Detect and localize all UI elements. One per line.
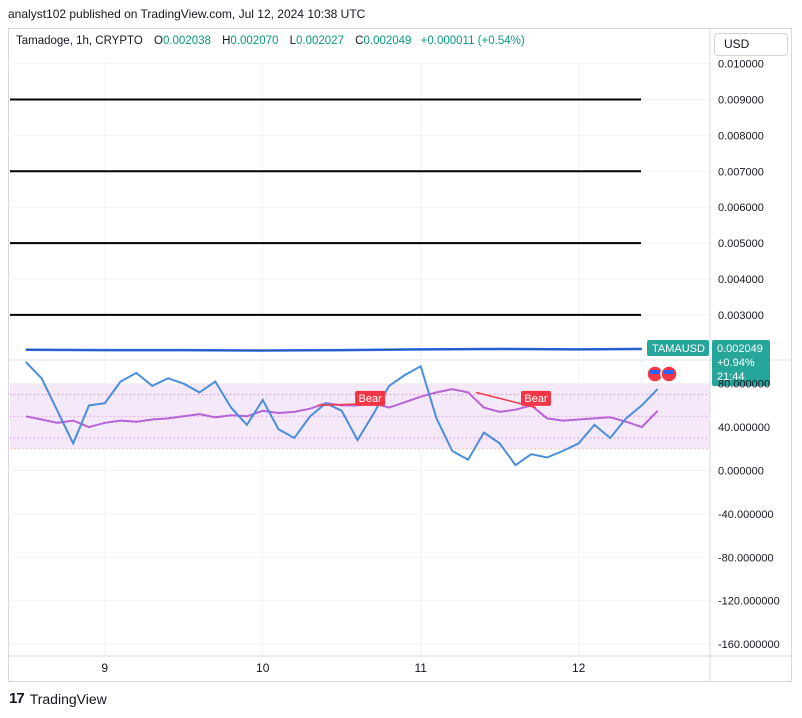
bear-label: Bear	[359, 393, 383, 405]
open-label: O	[153, 35, 163, 47]
tradingview-mark-icon: 17	[9, 690, 25, 707]
indicator-tick-label: 80.000000	[718, 379, 770, 391]
tradingview-logo[interactable]: 17 TradingView	[9, 690, 107, 707]
close-value: 0.002049	[363, 35, 412, 47]
bear-label: Bear	[524, 393, 548, 405]
low-value: 0.002027	[296, 35, 344, 47]
price-tick-label: 0.003000	[718, 310, 764, 322]
price-badge	[712, 340, 770, 387]
change-value: +0.000011 (+0.54%)	[420, 35, 525, 47]
low-label: L	[289, 35, 296, 47]
open-value: 0.002038	[162, 35, 211, 47]
price-tick-label: 0.008000	[718, 130, 764, 142]
publisher-text: analyst102 published on TradingView.com,…	[8, 7, 366, 21]
flag-canton-icon	[650, 370, 660, 375]
indicator-tick-label: -40.000000	[718, 509, 774, 521]
rsi-line	[25, 388, 659, 429]
price-badge-value: 0.002049	[717, 343, 763, 355]
time-tick-label: 12	[572, 661, 586, 675]
close-label: C	[355, 35, 364, 47]
price-tick-label: 0.005000	[718, 238, 764, 250]
symbol-legend: Tamadoge, 1h, CRYPTO O0.002038 H0.002070…	[16, 35, 525, 47]
price-badge-time: 21:44	[717, 371, 745, 383]
time-axis: 9 10 11 12	[8, 655, 792, 675]
price-axis: 0.010000 0.009000 0.008000 0.007000 0.006000…	[647, 28, 780, 682]
high-label: H	[222, 35, 231, 47]
indicator-tick-label: 40.000000	[718, 422, 770, 434]
bear-label-box	[520, 390, 551, 406]
indicator-tick-label: -120.000000	[718, 596, 780, 608]
price-tick-label: 0.009000	[718, 94, 764, 106]
price-badge-change: +0.94%	[717, 357, 755, 369]
indicator-pane: Bear Bear	[8, 361, 710, 645]
currency-button[interactable]: USD	[714, 33, 788, 56]
time-tick-label: 11	[414, 661, 427, 675]
price-tick-label: 0.010000	[718, 59, 764, 71]
price-tick-label: 0.004000	[718, 274, 764, 286]
price-ema-line	[25, 348, 642, 351]
symbol-badge-text: TAMAUSD	[652, 343, 705, 355]
price-pane	[8, 60, 792, 656]
flag-canton-icon-2	[664, 370, 674, 375]
price-tick-label: 0.006000	[718, 202, 764, 214]
symbol-title: Tamadoge, 1h, CRYPTO	[16, 35, 143, 47]
indicator-tick-label: -80.000000	[718, 552, 774, 564]
price-tick-label: 0.007000	[718, 166, 764, 178]
tradingview-brand: TradingView	[29, 690, 107, 707]
stochastic-line	[25, 361, 659, 467]
time-tick-label: 10	[256, 661, 270, 675]
bear-label-box	[355, 390, 386, 406]
indicator-tick-label: -160.000000	[718, 639, 780, 651]
symbol-badge	[647, 340, 709, 357]
time-tick-label: 9	[101, 661, 108, 675]
indicator-tick-label: 0.000000	[718, 466, 764, 478]
high-value: 0.002070	[230, 35, 279, 47]
chart-frame	[8, 28, 792, 682]
